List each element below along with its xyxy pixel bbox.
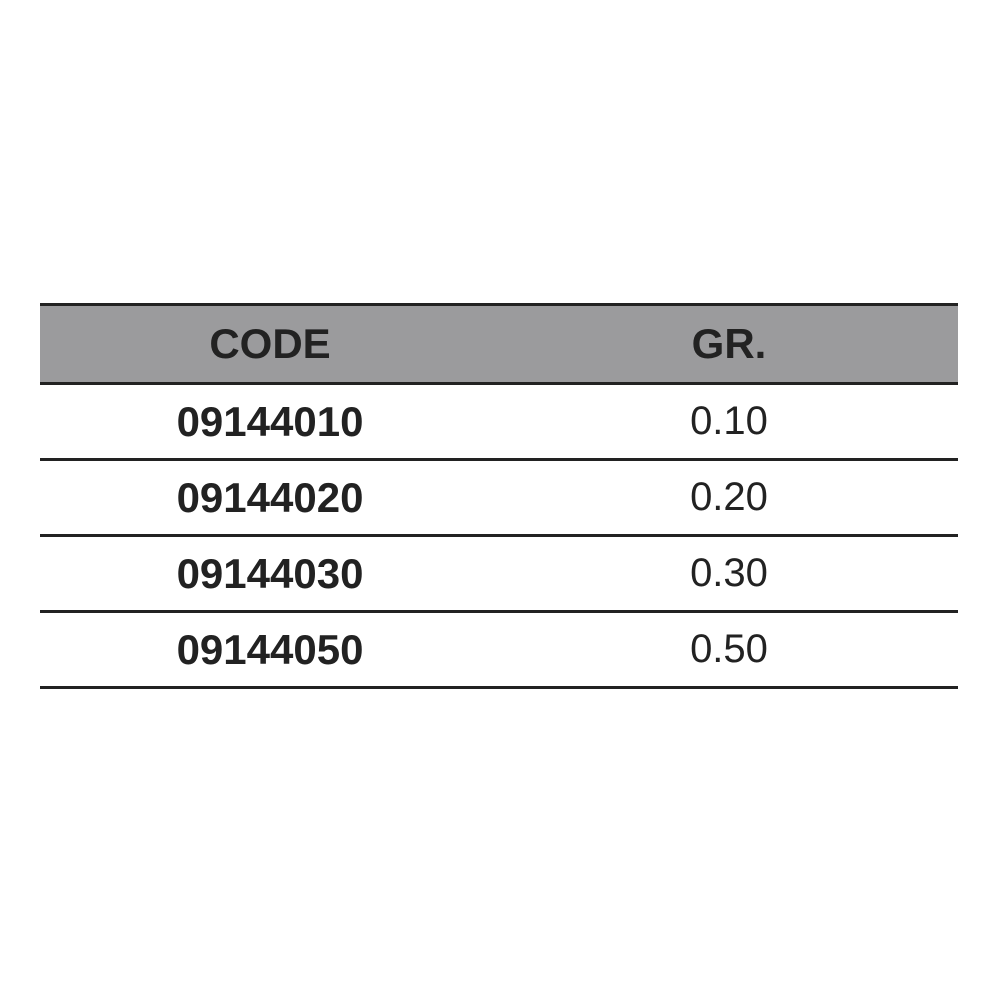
gr-cell: 0.20 (690, 475, 768, 519)
code-cell: 09144020 (176, 473, 364, 521)
gr-cell: 0.30 (690, 551, 768, 595)
code-cell: 09144050 (176, 625, 364, 673)
product-table: CODE GR. 09144010 0.10 09144020 0.20 091… (40, 303, 958, 689)
table-row: 09144050 0.50 (40, 613, 958, 689)
header-gr: GR. (691, 320, 767, 367)
gr-cell: 0.50 (690, 627, 768, 671)
table-header: CODE GR. (40, 303, 958, 385)
table-row: 09144020 0.20 (40, 461, 958, 537)
code-cell: 09144030 (176, 549, 364, 597)
table-row: 09144010 0.10 (40, 385, 958, 461)
code-cell: 09144010 (176, 397, 364, 445)
table-row: 09144030 0.30 (40, 537, 958, 613)
header-code: CODE (209, 320, 331, 367)
gr-cell: 0.10 (690, 399, 768, 443)
